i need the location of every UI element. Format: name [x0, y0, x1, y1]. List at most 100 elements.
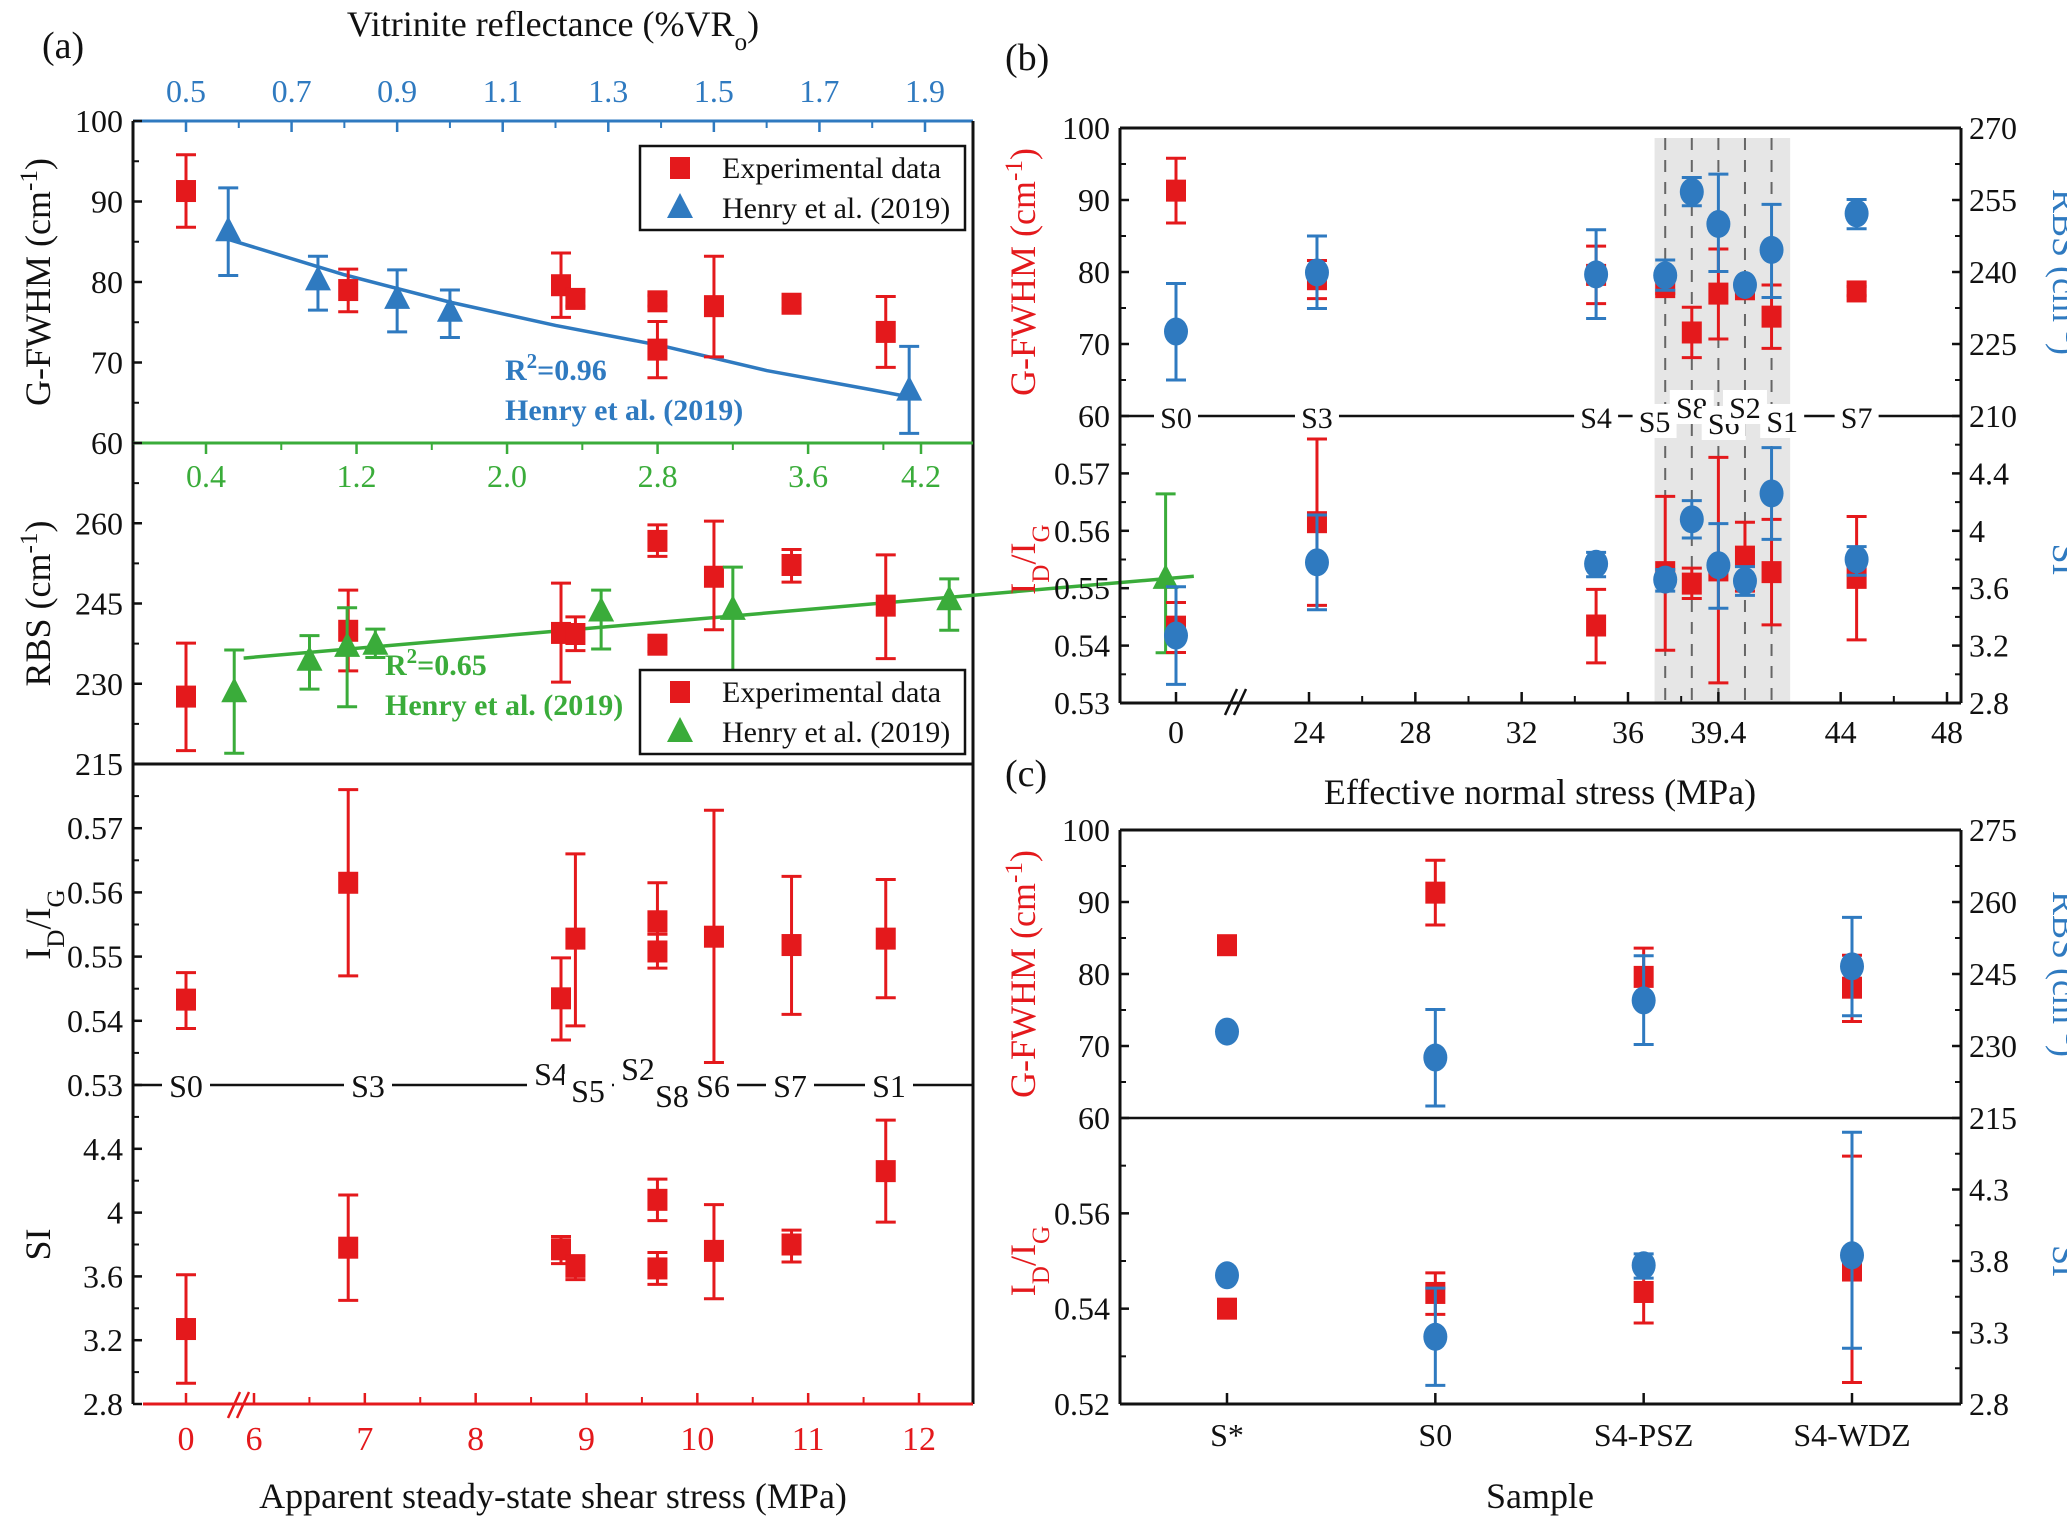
subplot-gfwhm-rbs: 60 70 80 90 100 210 225 240 255 270 G-FWHM (cm-1) R… [1001, 110, 2067, 434]
data-point [781, 292, 802, 315]
data-point [1681, 572, 1702, 595]
y2-tick-label: 215 [1969, 1100, 2017, 1136]
sample-label-bg [162, 1069, 210, 1105]
data-point [565, 287, 586, 310]
y-tick-label: 90 [1078, 884, 1110, 920]
green-axis-tick-label: 4.2 [901, 458, 941, 494]
data-point [362, 629, 389, 655]
panel-label: (c) [1005, 753, 1047, 795]
data-point [781, 553, 802, 576]
y-tick-label: 70 [1078, 326, 1110, 362]
green-axis-tick-label: 3.6 [788, 458, 828, 494]
data-point [1732, 567, 1757, 596]
y2-tick-label: 2.8 [1969, 1386, 2009, 1422]
legend-box [638, 668, 967, 756]
y2-axis-title: RBS (cm-1) [2045, 189, 2067, 355]
y-tick-label: 0.57 [1054, 455, 1110, 491]
data-point [647, 338, 668, 361]
y-tick-label: 245 [75, 586, 123, 622]
fit-source-annotation: Henry et al. (2019) [505, 394, 743, 427]
data-point [703, 295, 724, 318]
y-tick-label: 0.53 [67, 1067, 123, 1103]
legend-label: Experimental data [722, 676, 941, 709]
top-axis-tick-label: 1.9 [905, 73, 945, 109]
data-point [1164, 317, 1188, 346]
y-tick-label: 70 [91, 345, 123, 381]
data-point [565, 1255, 586, 1278]
legend-marker [670, 157, 690, 179]
y2-axis-title: SI [2045, 1245, 2067, 1277]
y-tick-label: 230 [75, 666, 123, 702]
data-point [875, 594, 896, 617]
green-axis-tick-label: 0.4 [186, 458, 226, 494]
subplot-idig: 0.53 0.54 0.55 0.56 0.57 ID/IG [18, 788, 896, 1103]
x-tick-label: 48 [1931, 714, 1963, 750]
data-point [1653, 565, 1678, 594]
y-tick-label: 2.8 [83, 1386, 123, 1422]
y-tick-label: 215 [75, 746, 123, 782]
legend-label: Experimental data [722, 152, 941, 185]
data-point [647, 290, 668, 313]
data-point [647, 1188, 668, 1211]
green-axis-tick-label: 2.0 [487, 458, 527, 494]
y-tick-label: 0.52 [1054, 1386, 1110, 1422]
data-point [1840, 1241, 1864, 1270]
data-point [1304, 258, 1329, 287]
green-axis-tick-label: 1.2 [337, 458, 377, 494]
x-tick-label: 9 [578, 1421, 595, 1458]
sample-label: S4 [534, 1056, 568, 1092]
subplot-rbs: 215 230 245 260 RBS (cm-1) R2=0.65 Henry et al… [16, 482, 1194, 782]
r-squared-annotation: R2=0.96 [505, 349, 607, 387]
y-tick-label: 0.53 [1054, 685, 1110, 721]
legend-marker [667, 193, 693, 218]
data-point [1844, 545, 1869, 574]
data-point [875, 320, 896, 343]
data-point [1215, 1261, 1239, 1290]
data-point [565, 622, 586, 645]
y-tick-label: 0.54 [1054, 628, 1110, 664]
sample-label: S0 [169, 1068, 203, 1104]
x-tick-label: S0 [1418, 1417, 1452, 1453]
x-tick-label: 10 [680, 1421, 714, 1458]
panel-label: (a) [42, 25, 84, 67]
data-point [1215, 1017, 1239, 1046]
sample-label: S7 [1841, 402, 1873, 435]
sample-label-bg [1154, 400, 1198, 434]
y2-tick-label: 240 [1969, 254, 2017, 290]
y-tick-label: 260 [75, 505, 123, 541]
data-point [1217, 934, 1237, 957]
data-point [215, 216, 242, 242]
x-tick-label: 11 [792, 1421, 825, 1458]
top-axis-tick-label: 1.7 [799, 73, 839, 109]
sample-label-bg [766, 1069, 814, 1105]
data-point [719, 594, 746, 620]
data-point [338, 279, 359, 302]
y-tick-label: 80 [1078, 254, 1110, 290]
y-axis-title: G-FWHM (cm-1) [1001, 850, 1044, 1098]
sample-label-bg [1574, 400, 1619, 434]
data-point [647, 940, 668, 963]
y2-tick-label: 3.3 [1969, 1315, 2009, 1351]
data-point [296, 645, 323, 671]
y2-tick-label: 270 [1969, 110, 2017, 146]
y-tick-label: 0.56 [1054, 1195, 1110, 1231]
sample-label-bg [689, 1069, 737, 1105]
data-point [1631, 1251, 1656, 1280]
data-point [338, 1236, 359, 1259]
legend-marker [667, 717, 693, 742]
fit-line [227, 237, 915, 400]
y-tick-label: 90 [91, 184, 123, 220]
top-axis-tick-label: 1.5 [694, 73, 734, 109]
data-point [176, 988, 196, 1011]
data-point [588, 596, 615, 622]
y2-tick-label: 275 [1969, 812, 2017, 848]
y2-tick-label: 245 [1969, 956, 2017, 992]
y-tick-label: 3.6 [83, 1258, 123, 1294]
data-point [1166, 179, 1186, 202]
sample-label: S8 [655, 1078, 689, 1114]
data-point [1679, 505, 1704, 534]
y-tick-label: 0.56 [67, 874, 123, 910]
data-point [1759, 479, 1784, 508]
y2-tick-label: 3.2 [1969, 628, 2009, 664]
r-squared-annotation: R2=0.65 [385, 644, 487, 682]
